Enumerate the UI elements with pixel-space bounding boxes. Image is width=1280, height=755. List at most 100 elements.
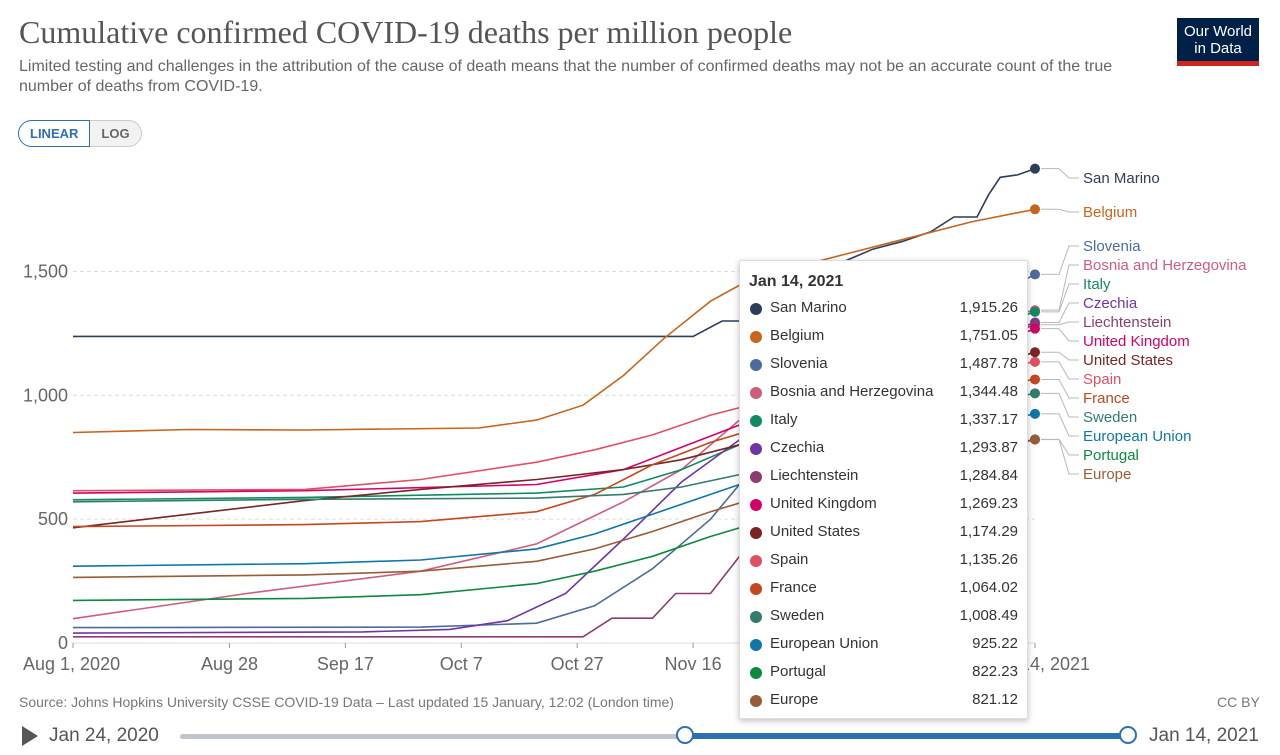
legend-dot-icon bbox=[750, 639, 762, 651]
series-end-point[interactable] bbox=[1030, 434, 1040, 445]
tooltip-series-name: Sweden bbox=[770, 607, 825, 624]
tooltip-series-value: 1,915.26 bbox=[959, 299, 1018, 316]
timeline-end-handle[interactable] bbox=[1119, 726, 1137, 744]
series-label[interactable]: France bbox=[1083, 390, 1130, 407]
series-label[interactable]: San Marino bbox=[1083, 170, 1160, 187]
series-end-point[interactable] bbox=[1030, 306, 1040, 317]
series-label[interactable]: Italy bbox=[1083, 276, 1111, 293]
tooltip-series-name: Slovenia bbox=[770, 355, 828, 372]
series-label[interactable]: Liechtenstein bbox=[1083, 314, 1171, 331]
series-label[interactable]: Bosnia and Herzegovina bbox=[1083, 257, 1247, 274]
owid-logo[interactable]: Our World in Data bbox=[1177, 18, 1259, 66]
series-end-point[interactable] bbox=[1030, 347, 1040, 358]
legend-dot-icon bbox=[750, 415, 762, 427]
label-connector bbox=[1041, 264, 1079, 311]
legend-dot-icon bbox=[750, 555, 762, 567]
series-label[interactable]: Portugal bbox=[1083, 447, 1139, 464]
tooltip-series-value: 1,008.49 bbox=[959, 607, 1018, 624]
scale-toggle: LINEAR LOG bbox=[18, 120, 142, 147]
tooltip-series-value: 1,269.23 bbox=[959, 495, 1018, 512]
tooltip-row: Sweden 1,008.49 bbox=[740, 604, 1027, 632]
series-label[interactable]: Europe bbox=[1083, 466, 1131, 483]
tooltip-row: United Kingdom 1,269.23 bbox=[740, 492, 1027, 520]
x-tick-label: Oct 27 bbox=[551, 654, 604, 674]
log-scale-button[interactable]: LOG bbox=[90, 120, 142, 147]
tooltip-series-value: 1,751.05 bbox=[959, 327, 1018, 344]
series-end-point[interactable] bbox=[1030, 374, 1040, 385]
legend-dot-icon bbox=[750, 331, 762, 343]
tooltip-row: Slovenia 1,487.78 bbox=[740, 352, 1027, 380]
label-connector bbox=[1041, 351, 1079, 361]
tooltip-series-name: Liechtenstein bbox=[770, 467, 859, 484]
series-label[interactable]: Sweden bbox=[1083, 409, 1137, 426]
tooltip-series-value: 821.12 bbox=[972, 691, 1018, 708]
legend-dot-icon bbox=[750, 695, 762, 707]
tooltip-row: Italy 1,337.17 bbox=[740, 408, 1027, 436]
series-end-point[interactable] bbox=[1030, 323, 1040, 334]
x-tick-label: Sep 17 bbox=[317, 654, 374, 674]
series-end-point[interactable] bbox=[1030, 408, 1040, 419]
label-connector bbox=[1041, 302, 1079, 323]
tooltip-series-name: France bbox=[770, 579, 817, 596]
series-end-point[interactable] bbox=[1030, 204, 1040, 215]
tooltip-series-value: 1,487.78 bbox=[959, 355, 1018, 372]
series-end-point[interactable] bbox=[1030, 163, 1040, 174]
legend-dot-icon bbox=[750, 471, 762, 483]
tooltip-row: United States 1,174.29 bbox=[740, 520, 1027, 548]
line-chart: San Marino Belgium Slovenia Bosnia and Herz… bbox=[23, 163, 1247, 674]
tooltip-series-name: Italy bbox=[770, 411, 798, 428]
series-label[interactable]: European Union bbox=[1083, 428, 1191, 445]
series-end-labels: San Marino Belgium Slovenia Bosnia and Herz… bbox=[1041, 168, 1247, 483]
series-label[interactable]: United Kingdom bbox=[1083, 333, 1190, 350]
tooltip-series-name: Europe bbox=[770, 691, 819, 708]
legend-dot-icon bbox=[750, 359, 762, 371]
series-label[interactable]: Belgium bbox=[1083, 204, 1137, 221]
timeline: Jan 24, 2020 Jan 14, 2021 bbox=[0, 720, 1280, 755]
y-tick-label: 0 bbox=[58, 633, 68, 653]
tooltip-series-value: 1,293.87 bbox=[959, 439, 1018, 456]
tooltip-row: Portugal 822.23 bbox=[740, 660, 1027, 688]
tooltip-series-name: United Kingdom bbox=[770, 495, 877, 512]
tooltip-series-name: United States bbox=[770, 523, 861, 540]
label-connector bbox=[1041, 392, 1079, 418]
series-label[interactable]: United States bbox=[1083, 352, 1173, 369]
legend-dot-icon bbox=[750, 611, 762, 623]
label-connector bbox=[1041, 245, 1079, 275]
tooltip-series-name: Czechia bbox=[770, 439, 825, 456]
tooltip-series-value: 1,344.48 bbox=[959, 383, 1018, 400]
tooltip-series-value: 1,135.26 bbox=[959, 551, 1018, 568]
series-end-point[interactable] bbox=[1030, 388, 1040, 399]
series-label[interactable]: Spain bbox=[1083, 371, 1121, 388]
label-connector bbox=[1041, 439, 1079, 475]
series-line[interactable] bbox=[72, 208, 1036, 434]
legend-dot-icon bbox=[750, 667, 762, 679]
label-connector bbox=[1041, 321, 1079, 326]
series-end-point[interactable] bbox=[1030, 269, 1040, 280]
license-link[interactable]: CC BY bbox=[1217, 694, 1260, 710]
legend-dot-icon bbox=[750, 443, 762, 455]
tooltip-series-name: Belgium bbox=[770, 327, 825, 344]
series-line[interactable] bbox=[73, 167, 1036, 338]
series-label[interactable]: Slovenia bbox=[1083, 238, 1141, 255]
source-note[interactable]: Source: Johns Hopkins University CSSE CO… bbox=[19, 694, 674, 710]
label-connector bbox=[1041, 413, 1079, 437]
play-icon[interactable] bbox=[22, 726, 38, 746]
tooltip-row: Liechtenstein 1,284.84 bbox=[740, 464, 1027, 492]
x-tick-label: Nov 16 bbox=[665, 654, 722, 674]
tooltip-row: Europe 821.12 bbox=[740, 688, 1027, 716]
series-label[interactable]: Czechia bbox=[1083, 295, 1138, 312]
label-connector bbox=[1041, 328, 1079, 342]
timeline-start-handle[interactable] bbox=[676, 726, 694, 744]
y-tick-label: 1,000 bbox=[23, 385, 68, 405]
linear-scale-button[interactable]: LINEAR bbox=[18, 120, 91, 147]
tooltip-series-value: 1,284.84 bbox=[959, 467, 1018, 484]
series-end-point[interactable] bbox=[1030, 356, 1040, 367]
legend-dot-icon bbox=[750, 303, 762, 315]
tooltip-series-name: San Marino bbox=[770, 299, 847, 316]
timeline-track[interactable] bbox=[180, 734, 1130, 739]
tooltip-series-name: Bosnia and Herzegovina bbox=[770, 383, 934, 400]
tooltip-series-value: 1,174.29 bbox=[959, 523, 1018, 540]
tooltip-series-value: 1,337.17 bbox=[959, 411, 1018, 428]
tooltip-series-value: 925.22 bbox=[972, 635, 1018, 652]
legend-dot-icon bbox=[750, 499, 762, 511]
